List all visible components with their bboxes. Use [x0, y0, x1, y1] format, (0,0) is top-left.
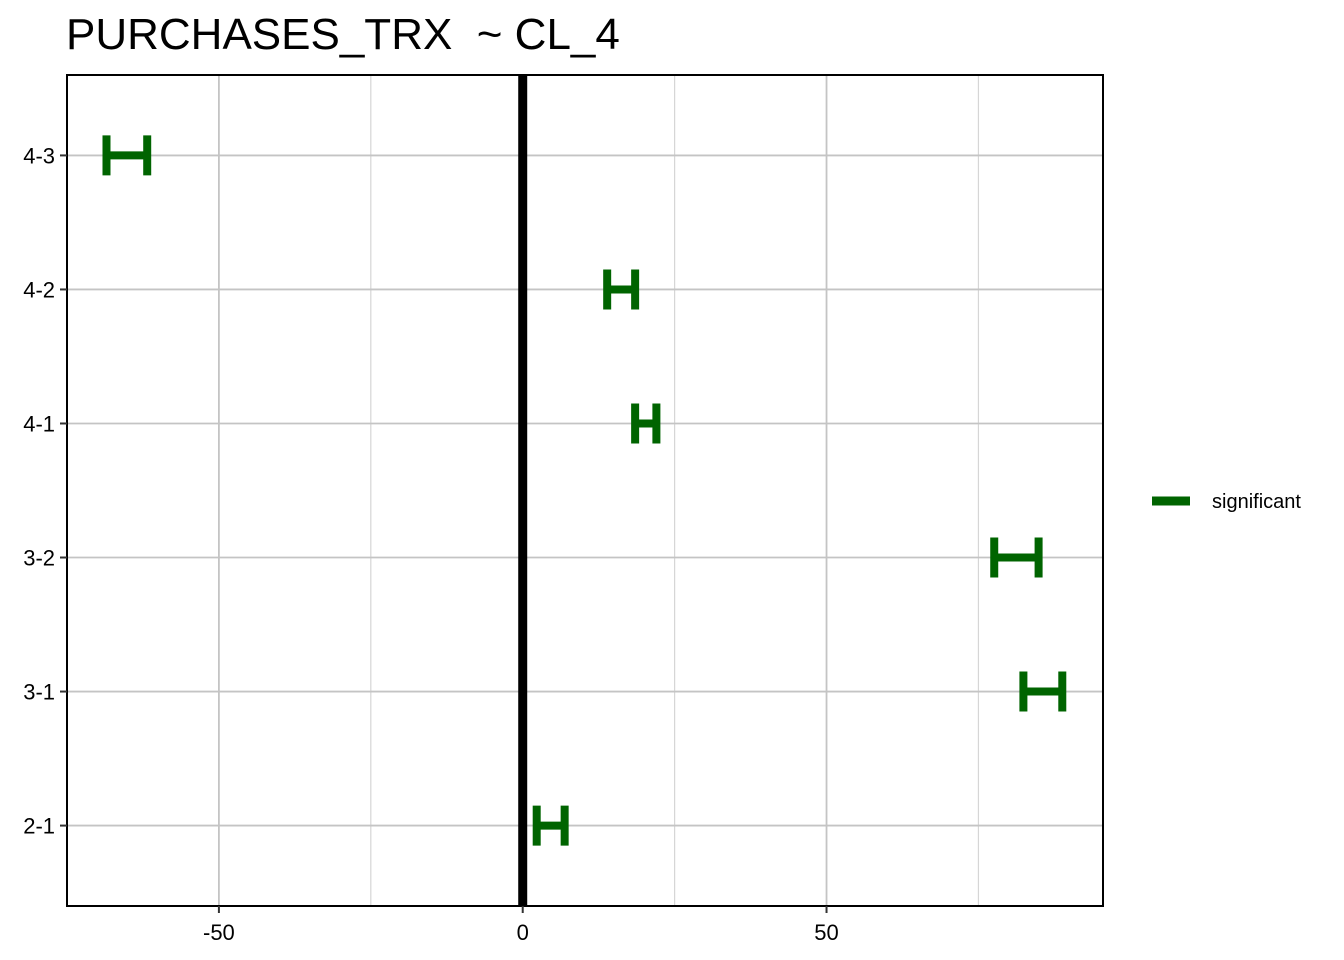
- chart-title: PURCHASES_TRX ~ CL_4: [66, 10, 620, 59]
- errorbar-4-2: [603, 269, 640, 310]
- axis-layer: -50 0 50 2-1 3-1 3-2 4-1 4-2 4-3: [23, 143, 839, 945]
- x-tick-label: 50: [814, 920, 838, 945]
- y-tick-label: 4-1: [23, 411, 55, 436]
- errorbar-4-3: [102, 135, 152, 176]
- y-tick-label: 3-1: [23, 680, 55, 705]
- grid-layer: [66, 75, 1103, 906]
- legend-label: significant: [1212, 491, 1301, 513]
- errorbar-2-1: [532, 805, 569, 846]
- errorbar-3-2: [990, 537, 1043, 578]
- y-tick-label: 4-2: [23, 277, 55, 302]
- errorbar-4-1: [631, 403, 661, 444]
- x-tick-label: -50: [203, 920, 235, 945]
- y-tick-label: 4-3: [23, 143, 55, 168]
- y-tick-label: 3-2: [23, 546, 55, 571]
- x-tick-label: 0: [517, 920, 529, 945]
- errorbar-3-1: [1019, 671, 1067, 712]
- panel-border: [66, 74, 1104, 907]
- legend: significant: [1152, 491, 1301, 513]
- errorbar-layer: [102, 135, 1067, 846]
- y-tick-label: 2-1: [23, 814, 55, 839]
